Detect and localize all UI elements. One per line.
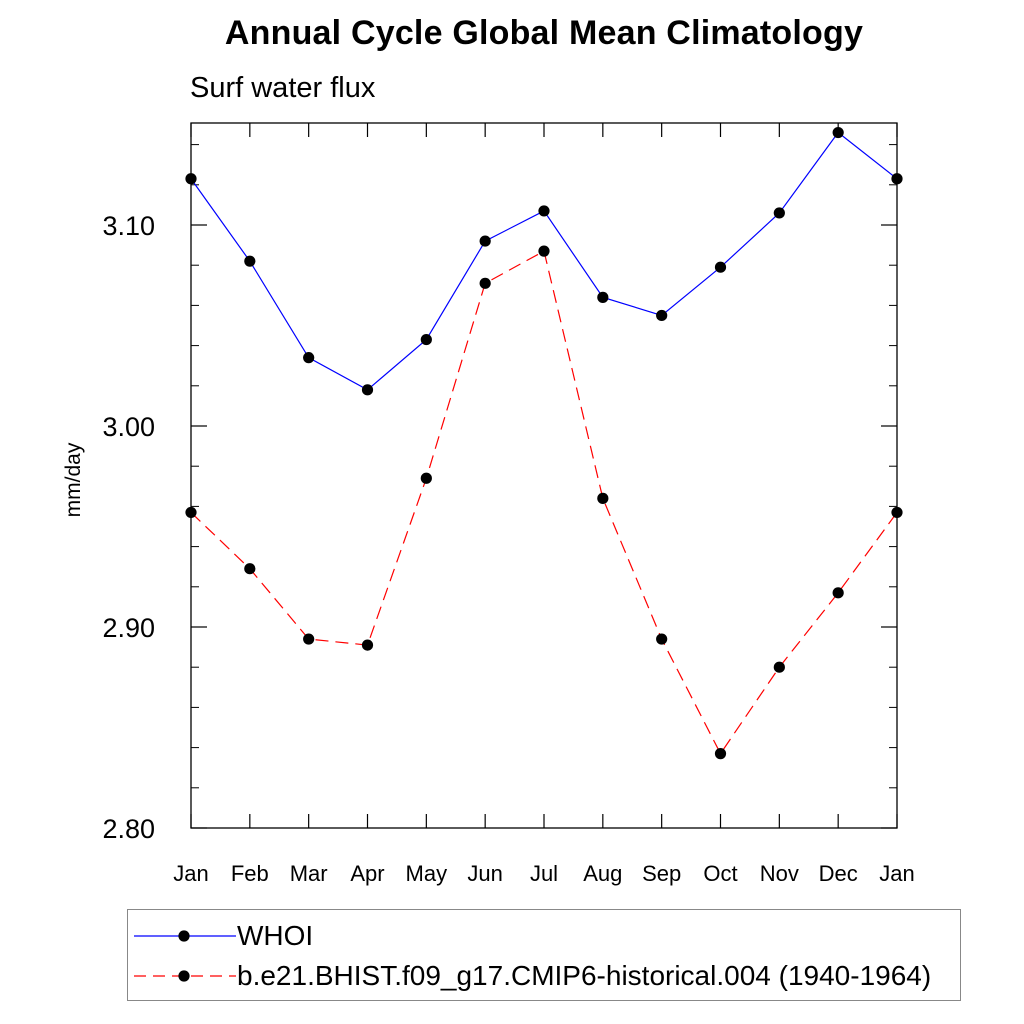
series-1-point [361,639,374,651]
legend-entry-whoi: WHOI [128,916,960,956]
series-0-point [361,384,374,396]
chart-title: Annual Cycle Global Mean Climatology [224,14,864,52]
legend-entry-cesm: b.e21.BHIST.f09_g17.CMIP6-historical.004… [128,956,960,996]
series-0-point [538,205,550,217]
series-1-point [244,563,256,575]
series-1-point [185,506,197,519]
x-tick-label: Jan [879,861,914,886]
series-1-point [832,587,844,599]
chart-subtitle: Surf water flux [190,72,376,104]
legend-swatch-cesm [134,970,236,982]
legend-label-whoi: WHOI [237,920,314,951]
x-tick-label: Sep [642,861,681,886]
series-0-point [832,126,844,139]
x-tick-label: Dec [819,861,858,886]
series-0-point [597,291,609,303]
x-tick-label: May [406,861,448,886]
series-1-point [597,492,609,504]
legend-swatch-whoi [134,930,236,942]
series-line-0 [190,131,898,391]
y-tick-label: 2.90 [102,613,155,643]
series-1-point [714,748,727,760]
series-1-point [420,472,432,484]
series-1-point [891,506,903,519]
series-0-point [303,352,315,364]
series-line-1 [190,250,898,755]
x-tick-label: Mar [290,861,328,886]
y-tick-label: 3.00 [102,412,155,442]
y-tick-label: 2.80 [102,814,155,844]
legend: WHOI b.e21.BHIST.f09_g17.CMIP6-historica… [127,909,961,1001]
x-tick-label: Jun [467,861,502,886]
series-0-point [656,309,668,322]
series-0-point [479,235,491,247]
x-tick-label: Oct [703,861,737,886]
series-0-point [714,261,727,273]
series-1-point [303,633,315,645]
x-tick-label: Jul [530,861,558,886]
series-0-point [773,207,785,219]
plot-frame [190,122,898,829]
series-0-point [185,173,197,185]
x-tick-label: Apr [350,861,384,886]
series-0-point [891,173,903,185]
x-tick-label: Jan [173,861,208,886]
series-0-point [244,255,256,267]
legend-label-cesm: b.e21.BHIST.f09_g17.CMIP6-historical.004… [237,960,932,991]
series-1-point [773,661,785,673]
series-1-point [479,277,491,289]
y-tick-label: 3.10 [102,211,155,241]
x-tick-label: Nov [760,861,799,886]
series-1-point [656,633,668,645]
series-1-point [538,245,550,257]
series-0-point [420,333,432,346]
x-tick-label: Feb [231,861,269,886]
x-tick-label: Aug [583,861,622,886]
